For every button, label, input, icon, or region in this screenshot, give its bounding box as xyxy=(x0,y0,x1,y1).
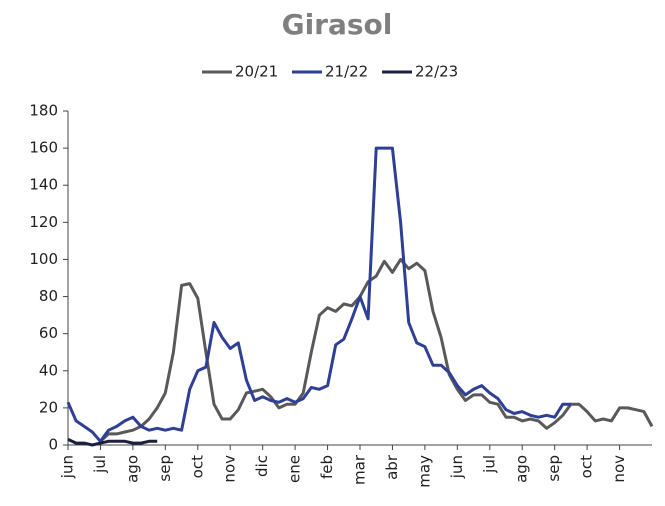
x-tick-label: dic xyxy=(253,455,271,477)
x-tick-label: oct xyxy=(578,455,596,478)
x-tick-label: feb xyxy=(318,455,336,479)
y-tick-label: 160 xyxy=(29,139,58,157)
x-tick-label: jul xyxy=(91,455,109,474)
y-tick-label: 180 xyxy=(29,102,58,120)
x-tick-label: nov xyxy=(221,455,239,483)
y-tick-label: 140 xyxy=(29,176,58,194)
legend-label: 22/23 xyxy=(415,63,458,81)
x-tick-label: ene xyxy=(286,455,304,483)
y-tick-label: 60 xyxy=(39,324,58,342)
legend-label: 20/21 xyxy=(235,63,278,81)
x-tick-label: may xyxy=(415,455,433,488)
x-tick-label: jul xyxy=(480,455,498,474)
x-tick-label: ago xyxy=(123,455,141,483)
chart-title: Girasol xyxy=(282,8,393,41)
x-tick-label: mar xyxy=(351,454,369,485)
y-tick-label: 80 xyxy=(39,287,58,305)
legend-label: 21/22 xyxy=(325,63,368,81)
series-line xyxy=(67,438,158,447)
y-tick-label: 120 xyxy=(29,213,58,231)
y-tick-label: 0 xyxy=(48,436,58,454)
x-tick-label: oct xyxy=(188,455,206,478)
x-tick-label: sep xyxy=(156,455,174,482)
series-line xyxy=(66,146,571,443)
x-tick-label: nov xyxy=(610,455,628,483)
y-tick-label: 20 xyxy=(39,398,58,416)
x-tick-label: jun xyxy=(59,455,77,479)
x-tick-label: sep xyxy=(545,455,563,482)
x-tick-label: jun xyxy=(448,455,466,479)
x-tick-label: abr xyxy=(383,454,401,480)
y-tick-label: 40 xyxy=(39,361,58,379)
y-tick-label: 100 xyxy=(29,250,58,268)
x-tick-label: ago xyxy=(513,455,531,483)
series-line xyxy=(99,257,654,443)
